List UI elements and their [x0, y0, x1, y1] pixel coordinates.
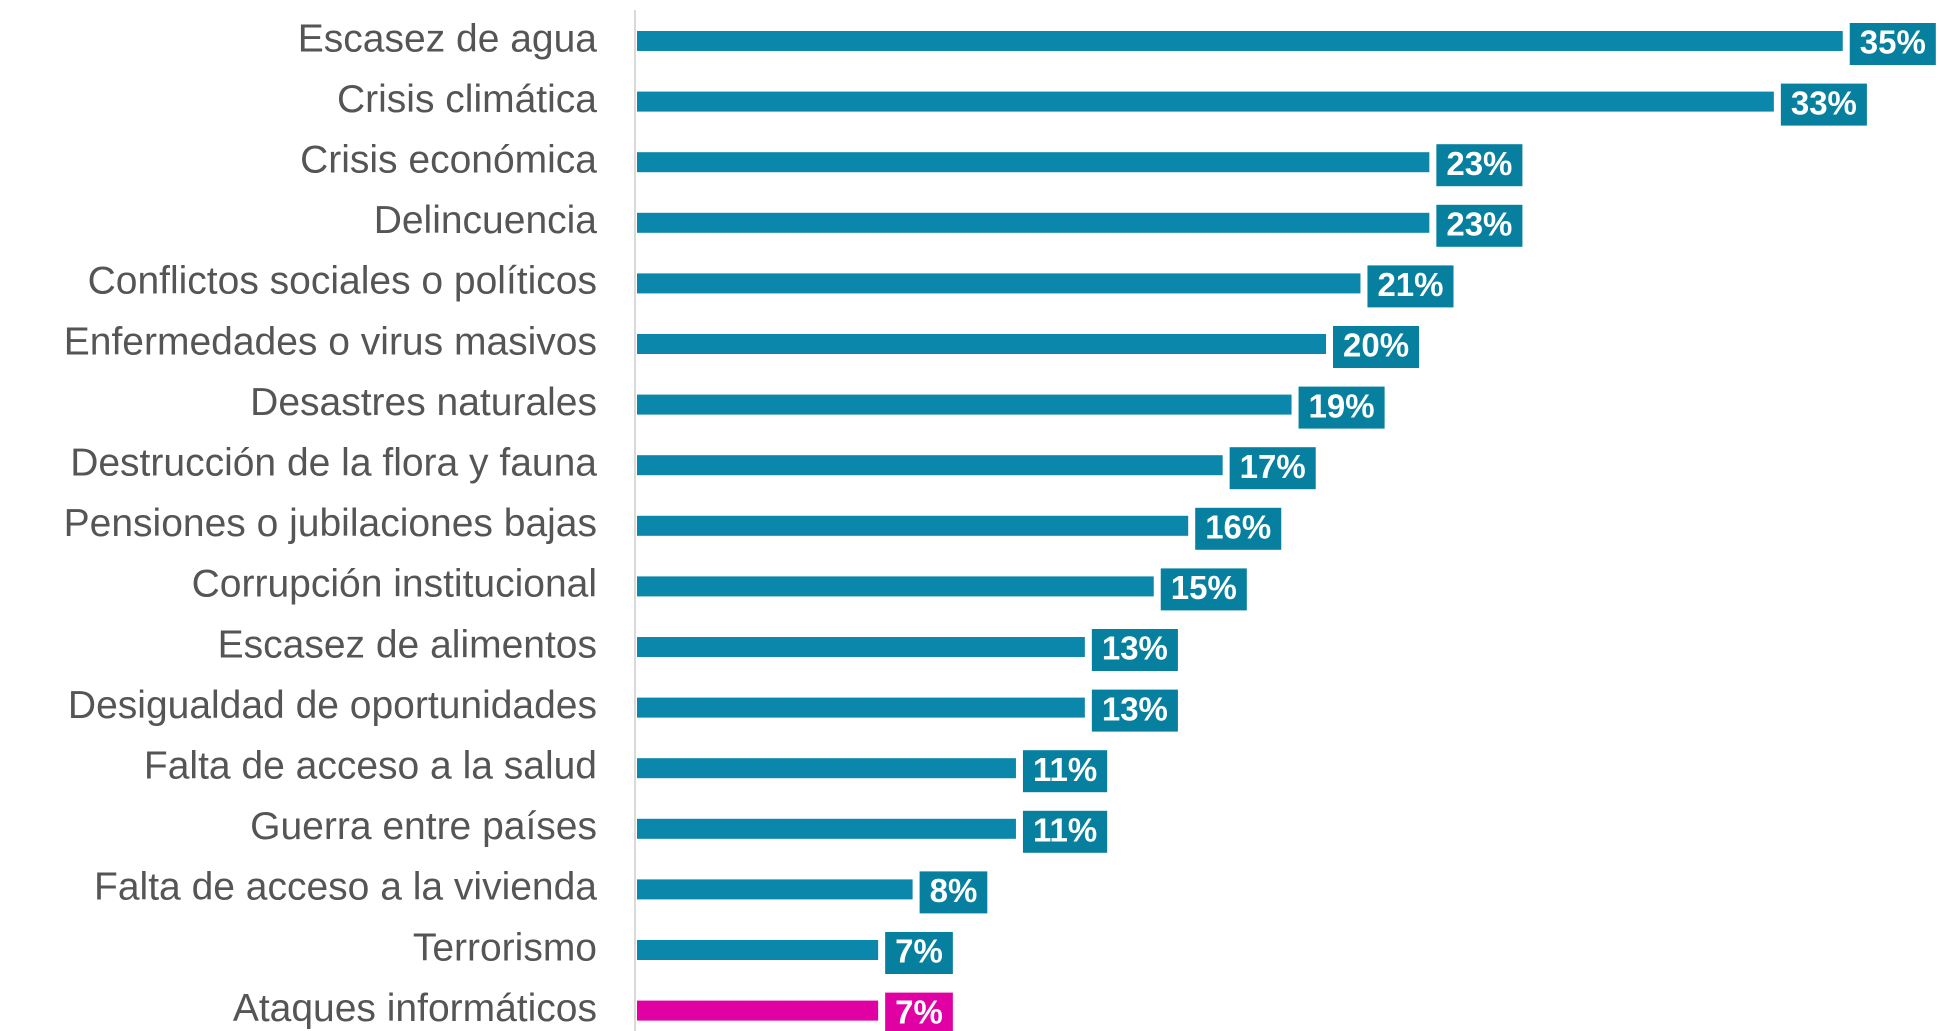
bar — [637, 334, 1326, 354]
value-label: 11% — [1033, 812, 1097, 849]
value-label-box — [1022, 750, 1108, 793]
category-label: Escasez de agua — [298, 17, 598, 60]
category-label: Falta de acceso a la salud — [144, 744, 597, 787]
value-label: 23% — [1446, 206, 1512, 243]
value-label-box — [1091, 689, 1178, 732]
bar — [637, 818, 1016, 839]
value-label: 15% — [1171, 569, 1237, 606]
value-label-box — [1436, 204, 1523, 247]
value-label: 35% — [1860, 24, 1926, 61]
bar — [637, 758, 1016, 779]
bar — [637, 576, 1154, 597]
value-label-box — [1436, 144, 1523, 187]
bar — [637, 273, 1361, 294]
category-label: Enfermedades o virus masivos — [64, 320, 597, 363]
value-label-box — [919, 871, 988, 914]
category-label: Delincuencia — [374, 199, 598, 242]
bar — [637, 394, 1292, 415]
bar — [637, 152, 1430, 173]
value-label: 13% — [1102, 690, 1168, 727]
value-label: 21% — [1377, 266, 1443, 303]
category-label: Destrucción de la flora y fauna — [70, 441, 597, 484]
value-label-box — [1022, 810, 1108, 853]
value-label: 13% — [1102, 630, 1168, 667]
category-label: Corrupción institucional — [192, 563, 597, 606]
bar — [637, 212, 1430, 233]
category-label: Escasez de alimentos — [218, 623, 597, 666]
bar — [637, 31, 1843, 51]
value-label: 19% — [1309, 387, 1375, 424]
bar — [637, 515, 1189, 536]
value-label-box — [1849, 23, 1936, 65]
value-label: 23% — [1446, 145, 1512, 182]
category-label: Falta de acceso a la vivienda — [94, 866, 597, 909]
value-label: 33% — [1791, 84, 1857, 121]
bar — [637, 91, 1774, 112]
category-label: Ataques informáticos — [233, 987, 597, 1030]
bar — [637, 940, 879, 960]
value-label-box — [1229, 447, 1316, 490]
category-label: Pensiones o jubilaciones bajas — [64, 502, 597, 545]
value-label: 16% — [1205, 509, 1271, 546]
bar — [637, 879, 913, 900]
value-label: 17% — [1240, 448, 1306, 485]
value-label-box — [1160, 568, 1247, 611]
category-label: Terrorismo — [413, 926, 597, 969]
value-label-box — [1298, 386, 1385, 429]
value-label-box — [885, 932, 953, 974]
value-label-box — [1195, 507, 1282, 550]
category-label: Crisis económica — [300, 138, 597, 181]
value-label-box — [1367, 265, 1454, 308]
value-label: 7% — [895, 933, 943, 970]
value-label-box — [885, 992, 953, 1031]
bar — [637, 455, 1223, 476]
bar — [637, 1000, 879, 1021]
value-label-box — [1780, 83, 1867, 126]
value-label-box — [1091, 629, 1178, 671]
category-label: Guerra entre países — [250, 805, 597, 848]
value-label: 20% — [1343, 327, 1409, 364]
category-label: Crisis climática — [337, 78, 597, 121]
value-label: 8% — [930, 872, 978, 909]
value-label: 11% — [1033, 751, 1097, 788]
bar — [637, 697, 1085, 718]
category-label: Desigualdad de oportunidades — [68, 684, 597, 727]
category-label: Conflictos sociales o políticos — [88, 260, 597, 303]
value-label: 7% — [895, 993, 943, 1030]
value-label-box — [1333, 326, 1420, 368]
category-label: Desastres naturales — [250, 381, 597, 424]
bar — [637, 637, 1085, 657]
